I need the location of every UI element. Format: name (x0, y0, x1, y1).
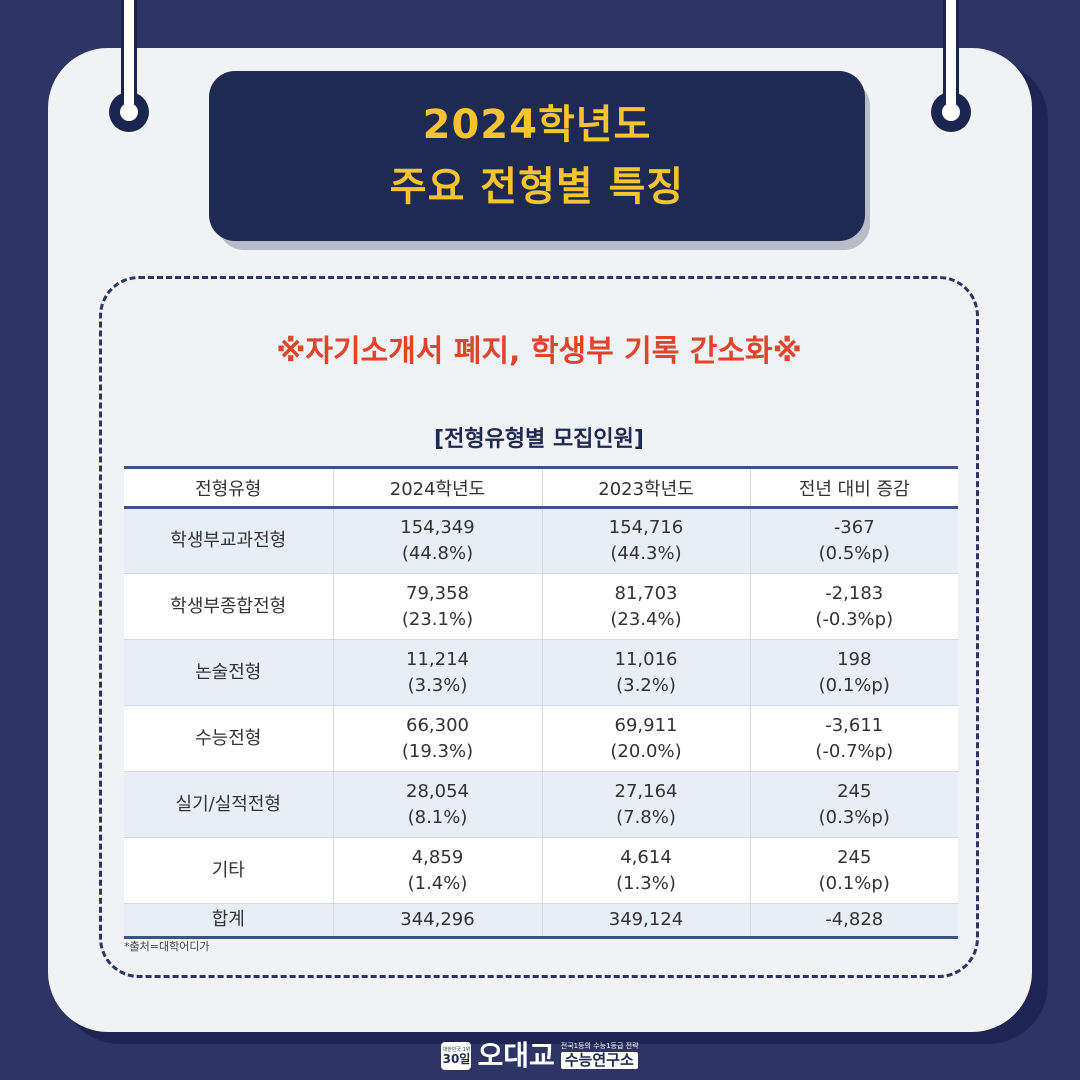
recruitment-table: 전형유형 2024학년도 2023학년도 전년 대비 증감 학생부교과전형 15… (124, 466, 958, 939)
diff-cell: -2,183 (-0.3%p) (749, 573, 958, 640)
type-cell: 학생부종합전형 (124, 573, 333, 640)
page-title-line1: 2024학년도 (422, 102, 652, 148)
table-row: 수능전형 66,300 (19.3%) 69,911 (20.0%) -3,611(… (124, 705, 958, 772)
table-header-row: 전형유형 2024학년도 2023학년도 전년 대비 증감 (124, 467, 958, 508)
source-note: *출처=대학어디가 (124, 940, 210, 953)
value-cell: 69,911 (20.0%) (541, 705, 750, 772)
brand-tag: 전국1등의 수능1등급 전략 수능연구소 (560, 1042, 639, 1069)
type-cell: 논술전형 (124, 639, 333, 706)
table-title: [전형유형별 모집인원] (434, 427, 644, 452)
diff-cell: -3,611 (-0.7%p) (749, 705, 958, 772)
diff-cell: 245 (0.1%p) (749, 837, 958, 904)
total-label: 합계 (124, 903, 333, 938)
table-row: 학생부종합전형 79,358 (23.1%) 81,703 (23.4%) -2,1… (124, 573, 958, 640)
diff-cell: 245 (0.3%p) (749, 771, 958, 838)
column-header: 2024학년도 (332, 467, 542, 508)
total-value: 349,124 (541, 903, 750, 938)
content-dashed-frame (99, 276, 979, 978)
footer-logo: 대한민국 1위 30일 오대교 전국1등의 수능1등급 전략 수능연구소 (0, 1036, 1080, 1076)
subtitle: ※자기소개서 폐지, 학생부 기록 간소화※ (276, 334, 802, 369)
brand-institute: 수능연구소 (560, 1052, 638, 1069)
value-cell: 4,614 (1.3%) (541, 837, 750, 904)
diff-cell: -367 (0.5%p) (749, 507, 958, 574)
type-cell: 기타 (124, 837, 333, 904)
value-cell: 154,716 (44.3%) (541, 507, 750, 574)
total-diff: -4,828 (749, 903, 958, 938)
page-title-line2: 주요 전형별 특징 (389, 164, 685, 210)
brand-name: 오대교 (477, 1039, 555, 1072)
table-row: 논술전형 11,214 (3.3%) 11,016 (3.2%) 198 (0.1%p… (124, 639, 958, 706)
value-cell: 4,859 (1.4%) (332, 837, 542, 904)
brand-slogan: 전국1등의 수능1등급 전략 (560, 1042, 639, 1050)
column-header: 전형유형 (195, 478, 262, 500)
value-cell: 28,054 (8.1%) (332, 771, 542, 838)
value-cell: 27,164 (7.8%) (541, 771, 750, 838)
table-row: 실기/실적전형 28,054 (8.1%) 27,164 (7.8%) 245 (0.… (124, 771, 958, 838)
type-cell: 수능전형 (124, 705, 333, 772)
value-cell: 154,349 (44.8%) (332, 507, 542, 574)
value-cell: 11,016 (3.2%) (541, 639, 750, 706)
badge-icon: 대한민국 1위 30일 (441, 1042, 472, 1070)
diff-cell: 198 (0.1%p) (749, 639, 958, 706)
value-cell: 79,358 (23.1%) (332, 573, 542, 640)
title-box: 2024학년도 주요 전형별 특징 (209, 71, 865, 241)
table-total-row: 합계 344,296 349,124 -4,828 (124, 903, 958, 938)
hanger-rod-left (121, 0, 137, 104)
badge-big-text: 30일 (442, 1051, 471, 1066)
value-cell: 11,214 (3.3%) (332, 639, 542, 706)
hanger-ring-left-icon (109, 92, 149, 132)
type-cell: 실기/실적전형 (124, 771, 333, 838)
column-header: 전년 대비 증감 (749, 467, 958, 508)
type-cell: 학생부교과전형 (124, 507, 333, 574)
value-cell: 66,300 (19.3%) (332, 705, 542, 772)
badge-small-text: 대한민국 1위 (442, 1046, 471, 1053)
table-row: 기타 4,859 (1.4%) 4,614 (1.3%) 245 (0.1%p) (124, 837, 958, 904)
total-value: 344,296 (332, 903, 542, 938)
column-header: 2023학년도 (541, 467, 750, 508)
value-cell: 81,703 (23.4%) (541, 573, 750, 640)
table-row: 학생부교과전형 154,349 (44.8%) 154,716 (44.3%) -3… (124, 507, 958, 574)
hanger-rod-right (943, 0, 959, 104)
